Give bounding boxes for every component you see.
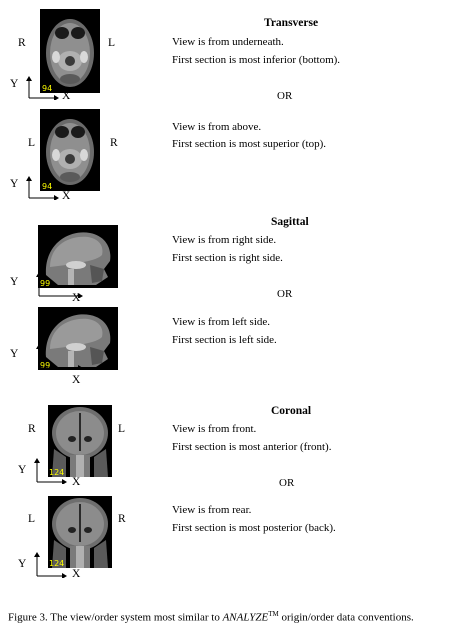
x-axis-label: X — [62, 90, 71, 102]
x-axis-label: X — [72, 292, 81, 304]
coronal-view1-image: 124 — [48, 405, 112, 477]
y-axis-label: Y — [10, 348, 19, 360]
axis-arrows-icon — [26, 76, 59, 100]
coronal-view1-right-label: L — [118, 423, 126, 435]
axis-arrows-icon — [34, 458, 67, 484]
transverse-view2-right-label: R — [110, 137, 118, 149]
sagittal-view1-image: 99 — [38, 225, 118, 288]
transverse-or: OR — [277, 90, 293, 102]
transverse-view2-left-label: L — [28, 137, 36, 149]
transverse-view1-right-label: L — [108, 37, 116, 49]
coronal-view1-slice-number: 124 — [49, 468, 65, 477]
axis-arrows-icon — [26, 176, 59, 200]
transverse-view1-line1: View is from underneath. — [172, 36, 284, 48]
coronal-view2-line1: View is from rear. — [172, 504, 252, 516]
sagittal-view2-line2: First section is left side. — [172, 334, 277, 346]
coronal-view1-line1: View is from front. — [172, 423, 257, 435]
x-axis-label: X — [62, 190, 71, 202]
coronal-or: OR — [279, 477, 295, 489]
sagittal-view1-line2: First section is right side. — [172, 252, 283, 264]
y-axis-label: Y — [18, 558, 27, 570]
y-axis-label: Y — [10, 78, 19, 90]
caption-prefix: Figure 3. The view/order system most sim… — [8, 611, 223, 624]
coronal-view2-left-label: L — [28, 513, 36, 525]
transverse-view1-image: 94 — [40, 9, 100, 93]
coronal-view2-right-label: R — [118, 513, 126, 525]
transverse-view2-slice-number: 94 — [42, 182, 53, 191]
transverse-view1-slice-number: 94 — [42, 84, 53, 93]
coronal-view1-left-label: R — [28, 423, 36, 435]
caption-trademark: TM — [268, 610, 279, 618]
x-axis-label: X — [72, 476, 81, 488]
sagittal-view2-line1: View is from left side. — [172, 316, 271, 328]
transverse-view1-left-label: R — [18, 37, 26, 49]
transverse-view2-image: 94 — [40, 109, 100, 191]
sagittal-view2-image: 99 — [38, 307, 118, 370]
coronal-heading: Coronal — [271, 405, 312, 417]
caption-suffix: origin/order data conventions. — [278, 611, 414, 624]
sagittal-view2-slice-number: 99 — [40, 361, 51, 370]
transverse-view1-line2: First section is most inferior (bottom). — [172, 54, 341, 66]
axis-arrows-icon — [36, 344, 83, 370]
transverse-view2-line1: View is from above. — [172, 121, 262, 133]
sagittal-heading: Sagittal — [271, 216, 309, 228]
x-axis-label: X — [72, 568, 81, 580]
sagittal-or: OR — [277, 288, 293, 300]
sagittal-view1-slice-number: 99 — [40, 279, 51, 288]
y-axis-label: Y — [10, 178, 19, 190]
coronal-view2-image: 124 — [48, 496, 112, 568]
y-axis-label: Y — [18, 464, 27, 476]
transverse-view2-line2: First section is most superior (top). — [172, 138, 326, 150]
x-axis-label: X — [72, 374, 81, 386]
y-axis-label: Y — [10, 276, 19, 288]
coronal-view2-line2: First section is most posterior (back). — [172, 522, 336, 534]
coronal-view1-line2: First section is most anterior (front). — [172, 441, 332, 453]
axis-arrows-icon — [36, 272, 83, 298]
figure-caption: Figure 3. The view/order system most sim… — [8, 610, 414, 624]
transverse-heading: Transverse — [264, 17, 319, 29]
axis-arrows-icon — [34, 552, 67, 578]
caption-brand: ANALYZE — [222, 611, 269, 624]
coronal-view2-slice-number: 124 — [49, 559, 65, 568]
sagittal-view1-line1: View is from right side. — [172, 234, 277, 246]
